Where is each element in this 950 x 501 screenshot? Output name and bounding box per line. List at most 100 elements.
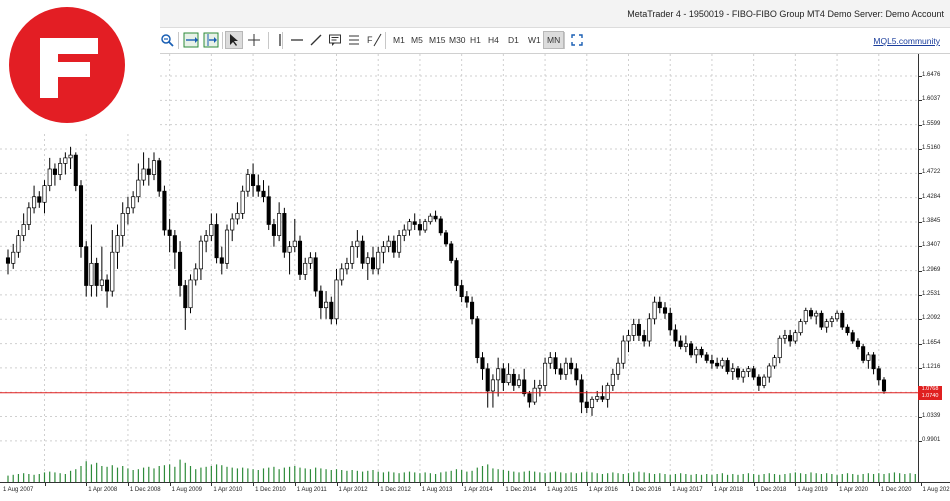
candle-body-bear — [856, 341, 859, 347]
volume-bar — [518, 472, 519, 482]
time-tick — [921, 483, 922, 486]
cursor-icon[interactable] — [225, 31, 243, 49]
candle — [773, 355, 776, 369]
candle-body-bear — [877, 369, 880, 380]
candle — [804, 308, 807, 325]
price-label: 1.1216 — [922, 364, 940, 370]
volume-bar — [571, 472, 572, 482]
candle — [152, 152, 155, 180]
volume-bar — [341, 470, 342, 482]
vertical-line-icon[interactable] — [271, 31, 289, 49]
candle-body-bull — [335, 280, 338, 319]
volume-bar — [680, 473, 681, 482]
candle — [100, 247, 103, 291]
candle-body-bull — [350, 247, 353, 264]
period-m30-button[interactable]: M30 — [446, 31, 469, 49]
time-tick — [545, 483, 546, 486]
zoom-in-icon[interactable] — [158, 31, 176, 49]
period-w1-button[interactable]: W1 — [525, 31, 544, 49]
volume-bar — [889, 473, 890, 482]
volume-bar — [623, 474, 624, 482]
candle-body-bear — [267, 197, 270, 225]
candle-body-bear — [262, 191, 265, 197]
candle — [470, 297, 473, 325]
chart-shift-icon[interactable] — [202, 31, 220, 49]
candle-body-bull — [731, 369, 734, 372]
candle — [173, 230, 176, 269]
candle — [867, 352, 870, 369]
volume-bar — [878, 473, 879, 482]
trendline-icon[interactable] — [307, 31, 325, 49]
candle-body-bull — [778, 338, 781, 357]
volume-bar — [362, 472, 363, 482]
mql5-community-link[interactable]: MQL5.community — [873, 36, 940, 46]
candle-body-bear — [715, 363, 718, 366]
lines-icon[interactable] — [345, 31, 363, 49]
candle-body-bear — [512, 374, 515, 385]
candle — [403, 224, 406, 241]
volume-bar — [628, 473, 629, 482]
volume-bar — [153, 468, 154, 482]
candle-body-bull — [507, 374, 510, 382]
candle-body-bull — [653, 302, 656, 319]
period-m5-button[interactable]: M5 — [408, 31, 426, 49]
candle — [377, 247, 380, 275]
price-label: 0.9901 — [922, 437, 940, 443]
horizontal-line-icon[interactable] — [288, 31, 306, 49]
candle-body-bull — [293, 241, 296, 247]
candle — [856, 338, 859, 349]
candle — [825, 319, 828, 333]
volume-bar — [826, 473, 827, 482]
volume-bar — [221, 465, 222, 482]
candle-body-bull — [236, 213, 239, 219]
candle-body-bear — [434, 216, 437, 219]
candle-body-bear — [820, 313, 823, 327]
period-h4-button[interactable]: H4 — [485, 31, 502, 49]
candle — [236, 202, 239, 224]
candle-body-bear — [637, 324, 640, 335]
time-label: 1 Apr 2014 — [464, 487, 493, 493]
candle-body-bull — [131, 197, 134, 208]
time-tick — [503, 483, 504, 486]
candle-body-bear — [841, 313, 844, 327]
candle — [705, 352, 708, 363]
volume-bar — [800, 473, 801, 482]
candle — [715, 358, 718, 369]
current-bid-value: 1.0768 — [918, 386, 942, 393]
text-label-icon[interactable] — [326, 31, 344, 49]
candle — [752, 366, 755, 380]
time-label: 1 Aug 2021 — [923, 487, 950, 493]
period-h1-button[interactable]: H1 — [467, 31, 484, 49]
candle — [262, 180, 265, 202]
time-label: 1 Aug 2015 — [547, 487, 577, 493]
crosshair-icon[interactable] — [245, 31, 263, 49]
volume-bar — [722, 473, 723, 482]
candle — [74, 152, 77, 191]
candle-body-bull — [611, 374, 614, 385]
period-d1-button[interactable]: D1 — [505, 31, 522, 49]
candle — [215, 213, 218, 263]
candle-body-bear — [502, 369, 505, 383]
candle — [580, 374, 583, 413]
volume-bar — [174, 467, 175, 482]
volume-bar — [675, 474, 676, 482]
time-label: 1 Apr 2020 — [839, 487, 868, 493]
fullscreen-icon[interactable] — [568, 31, 586, 49]
period-mn-button[interactable]: MN — [543, 31, 564, 49]
volume-bar — [13, 475, 14, 482]
volume-bar — [138, 469, 139, 482]
candle-body-bear — [53, 169, 56, 175]
volume-bar — [909, 473, 910, 482]
fibonacci-icon[interactable]: F — [365, 31, 383, 49]
period-m1-button[interactable]: M1 — [390, 31, 408, 49]
candle — [872, 352, 875, 374]
volume-bar — [378, 472, 379, 482]
candle-body-bull — [543, 363, 546, 385]
autoscroll-icon[interactable] — [182, 31, 200, 49]
volume-bar — [842, 474, 843, 482]
candle — [700, 347, 703, 358]
volume-bar — [696, 474, 697, 482]
candle — [366, 252, 369, 280]
